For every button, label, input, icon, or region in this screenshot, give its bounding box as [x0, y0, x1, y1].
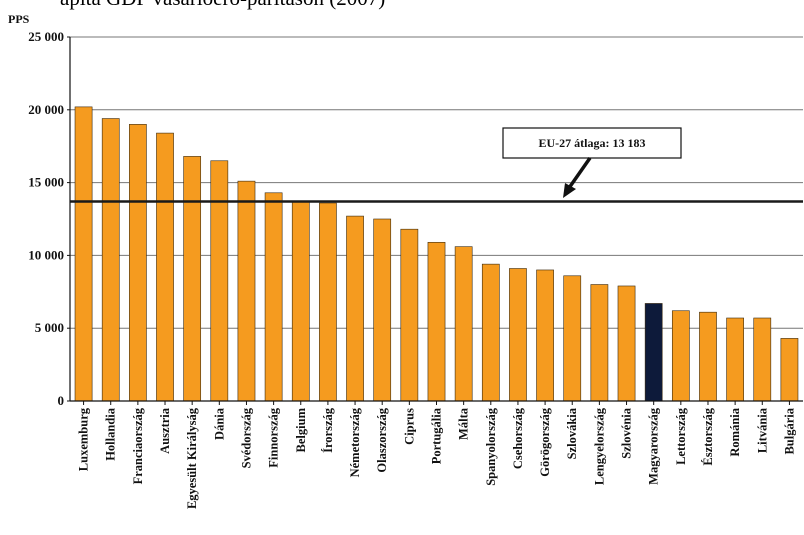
- x-tick-label: Lettország: [674, 407, 688, 465]
- x-tick-label: Spanyolország: [484, 407, 498, 486]
- bar-ciprus: [400, 228, 419, 402]
- reference-callout-box: [502, 127, 682, 159]
- reference-callout-arrow-shaft: [567, 156, 592, 190]
- bar-málta: [454, 246, 473, 402]
- bar-románia: [726, 317, 744, 402]
- bar-lettország: [671, 310, 690, 402]
- x-tick-label: Bulgária: [782, 407, 796, 454]
- x-tick-label: Portugália: [430, 407, 444, 464]
- bar-egyesült-királyság: [183, 156, 202, 402]
- y-tick-label: 15 000: [28, 175, 64, 190]
- bar-bulgária: [780, 338, 799, 402]
- y-tick-label: 20 000: [28, 102, 64, 117]
- y-tick-label: 10 000: [28, 247, 64, 262]
- y-tick-label: 0: [58, 393, 65, 408]
- x-tick-label: Németország: [348, 407, 362, 477]
- bar-dánia: [210, 160, 229, 402]
- bar-szlovákia: [563, 275, 582, 402]
- x-tick-label: Lengyelország: [592, 407, 606, 485]
- reference-callout-arrow-head: [563, 183, 576, 198]
- x-tick-label: Ciprus: [402, 408, 416, 445]
- x-tick-label: Románia: [728, 407, 742, 456]
- bar-csehország: [509, 268, 527, 402]
- x-tick-label: Magyarország: [647, 407, 661, 485]
- y-tick-label: 25 000: [28, 29, 64, 44]
- x-tick-label: Svédország: [239, 407, 253, 468]
- bar-olaszország: [373, 218, 392, 402]
- x-tick-label: Szlovénia: [620, 407, 634, 458]
- bar-lengyelország: [590, 284, 609, 402]
- x-tick-label: Franciaország: [131, 407, 145, 484]
- bar-franciaország: [129, 124, 147, 402]
- x-tick-label: Csehország: [511, 407, 525, 469]
- x-tick-label: Málta: [457, 407, 471, 440]
- bar-hollandia: [101, 118, 120, 402]
- bar-görögország: [536, 269, 554, 402]
- bar-szlovénia: [617, 285, 636, 402]
- x-tick-label: Szlovákia: [565, 407, 579, 459]
- bar-észtország: [699, 311, 717, 402]
- x-tick-label: Litvánia: [755, 407, 769, 453]
- reference-line-group: EU-27 átlaga: 13 183: [70, 127, 803, 203]
- bars: [74, 106, 799, 402]
- x-tick-label: Olaszország: [375, 407, 389, 472]
- x-tick-label: Luxemburg: [77, 407, 91, 471]
- bar-ausztria: [156, 132, 174, 402]
- x-tick-label: Hollandia: [104, 407, 118, 461]
- bar-finnország: [264, 192, 283, 402]
- x-tick-label: Egyesült Királyság: [185, 407, 199, 509]
- reference-callout-label: EU-27 átlaga: 13 183: [539, 136, 646, 150]
- bar-németország: [346, 215, 364, 402]
- x-tick-label: Finnország: [267, 407, 281, 467]
- x-tick-label: Ausztria: [158, 407, 172, 454]
- y-tick-label: 5 000: [35, 320, 64, 335]
- x-labels: Luxemburg Hollandia Franciaország Ausztria E…: [77, 401, 796, 509]
- bar-belgium: [291, 201, 310, 402]
- x-tick-label: Írország: [321, 407, 335, 453]
- x-tick-label: Görögország: [538, 407, 552, 476]
- bar-portugália: [427, 241, 446, 402]
- bar-írország: [319, 202, 337, 402]
- cropped-heading: apita GDP vásárlóerő-paritáson (2007): [60, 0, 385, 11]
- bar-svédország: [237, 180, 256, 402]
- x-tick-label: Dánia: [212, 407, 226, 440]
- y-axis-unit: PPS: [8, 12, 30, 26]
- x-tick-label: Belgium: [294, 407, 308, 452]
- bar-magyarország: [644, 303, 663, 402]
- bar-litvánia: [753, 317, 772, 402]
- bar-spanyolország: [481, 263, 500, 402]
- x-tick-label: Észtország: [701, 407, 715, 465]
- bar-luxemburg: [74, 106, 93, 402]
